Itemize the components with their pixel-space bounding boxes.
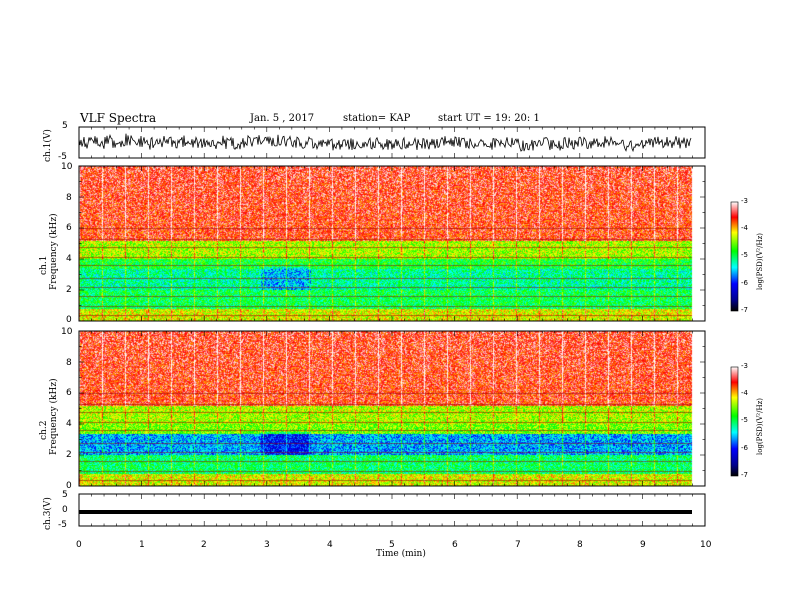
ch2-spec-ytick-8: 8: [66, 358, 72, 368]
xtick-6: 6: [452, 540, 458, 550]
ch1-spec-ytick-6: 6: [66, 223, 72, 233]
station-label: station= KAP: [343, 113, 411, 124]
cb1-tick-neg5: -5: [741, 251, 748, 259]
ch1-ytick-neg5: -5: [58, 152, 67, 162]
xtick-4: 4: [327, 540, 333, 550]
ch1-ytick-5: 5: [62, 121, 68, 131]
ch2-spec-ytick-6: 6: [66, 388, 72, 398]
xtick-2: 2: [201, 540, 207, 550]
ch1-spec-ytick-10: 10: [61, 162, 73, 172]
xtick-5: 5: [389, 540, 395, 550]
xtick-0: 0: [76, 540, 82, 550]
cb1-label: log(PSD)(V²/Hz): [756, 233, 764, 290]
ch1-spec-ylabel-freq: Frequency (kHz): [49, 213, 59, 290]
colorbar-1: [730, 201, 739, 312]
cb2-tick-neg6: -6: [741, 444, 748, 452]
cb2-tick-neg4: -4: [741, 389, 748, 397]
xtick-1: 1: [139, 540, 145, 550]
cb2-tick-neg3: -3: [741, 362, 748, 370]
cb1-tick-neg6: -6: [741, 279, 748, 287]
ch1-spec-ytick-2: 2: [66, 285, 72, 295]
ch1-ylabel: ch.1(V): [43, 129, 53, 162]
xtick-8: 8: [577, 540, 583, 550]
spectrogram-ch2: [79, 331, 705, 486]
xtick-3: 3: [264, 540, 270, 550]
ch1-spec-ytick-8: 8: [66, 193, 72, 203]
x-axis-label: Time (min): [376, 549, 426, 559]
ch2-spec-ytick-10: 10: [61, 327, 73, 337]
ch2-spec-ylabel-freq: Frequency (kHz): [49, 378, 59, 455]
ch1-spec-ytick-0: 0: [66, 315, 72, 325]
start-time-label: start UT = 19: 20: 1: [438, 113, 540, 124]
spectrogram-ch1: [79, 166, 705, 321]
xtick-10: 10: [700, 540, 712, 550]
ch3-ytick-neg5: -5: [58, 520, 67, 530]
ch1-spec-ylabel-ch: ch.1: [39, 255, 49, 275]
xtick-7: 7: [515, 540, 521, 550]
cb2-tick-neg7: -7: [741, 471, 748, 479]
date-label: Jan. 5 , 2017: [250, 113, 315, 124]
ch2-spec-ytick-4: 4: [66, 419, 72, 429]
ch1-spec-ytick-4: 4: [66, 254, 72, 264]
ch3-ylabel: ch.3(V): [43, 497, 53, 530]
ch2-spec-ylabel-ch: ch.2: [39, 420, 49, 440]
colorbar-2: [730, 366, 739, 477]
cb1-tick-neg7: -7: [741, 306, 748, 314]
cb1-tick-neg3: -3: [741, 197, 748, 205]
ch3-ytick-0: 0: [62, 505, 68, 515]
cb1-tick-neg4: -4: [741, 224, 748, 232]
ch2-spec-ytick-2: 2: [66, 450, 72, 460]
ch2-spec-ytick-0: 0: [66, 481, 72, 491]
figure-title: VLF Spectra: [80, 111, 157, 125]
xtick-9: 9: [640, 540, 646, 550]
ch1-waveform-trace: [78, 133, 692, 153]
cb2-label: log(PSD)(V²/Hz): [756, 398, 764, 455]
ch3-ytick-5: 5: [62, 490, 68, 500]
cb2-tick-neg5: -5: [741, 416, 748, 424]
